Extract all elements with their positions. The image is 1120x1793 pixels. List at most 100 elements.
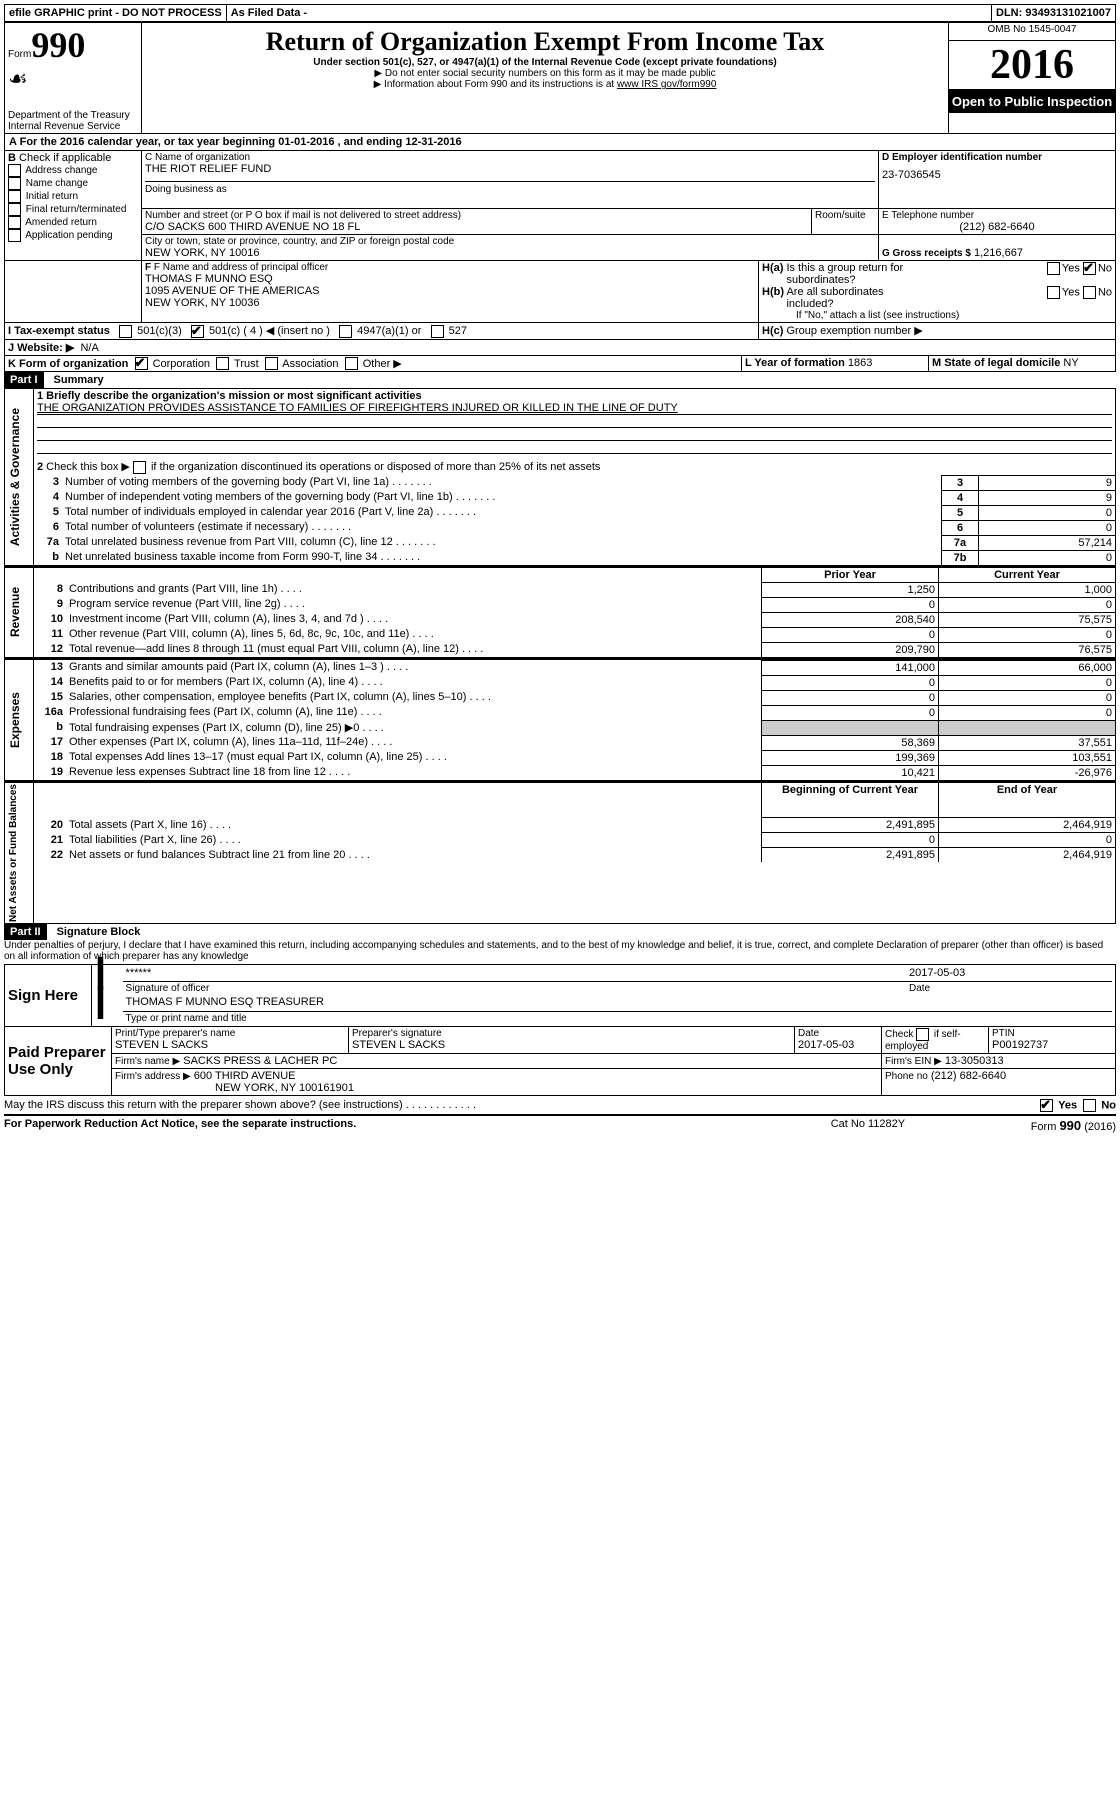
asfiled-label: As Filed Data - [227,5,992,21]
table-row: 6 Total number of volunteers (estimate i… [34,520,1115,535]
col-curr: Current Year [939,566,1116,582]
street: C/O SACKS 600 THIRD AVENUE NO 18 FL [145,221,808,233]
prep-name-lbl: Print/Type preparer's name [115,1028,345,1039]
form-number: 990 [31,25,85,65]
D-lbl: D Employer identification number [882,152,1112,163]
H-note: If "No," attach a list (see instructions… [762,310,1112,321]
KLM-row: K Form of organization Corporation Trust… [4,356,1116,373]
b-check[interactable] [8,190,21,203]
Ha: H(a) Is this a group return for subordin… [762,262,1047,286]
Hb: H(b) Are all subordinates included? [762,286,1047,310]
i-4947[interactable] [339,325,352,338]
table-row: 8 Contributions and grants (Part VIII, l… [34,582,1115,597]
prep-sig-lbl: Preparer's signature [352,1028,791,1039]
hb-no[interactable] [1083,286,1096,299]
F-lbl: F Name and address of principal officer [154,262,328,273]
form-sub2: ▶ Do not enter social security numbers o… [152,68,938,79]
state-domicile: NY [1063,357,1078,369]
table-row: 12 Total revenue—add lines 8 through 11 … [34,642,1115,657]
year-formation: 1863 [848,357,872,369]
form-header: Form990 ☙ Department of the Treasury Int… [4,22,1116,134]
table-row: 21 Total liabilities (Part X, line 26) .… [34,833,1115,848]
sign-date: 2017-05-03 [906,966,1112,982]
check-option: Initial return [8,190,138,203]
ptin: P00192737 [992,1039,1112,1051]
line2-check[interactable] [133,461,146,474]
self-emp-check[interactable] [916,1028,929,1041]
website: N/A [80,342,98,354]
paid-preparer: Paid Preparer Use Only Print/Type prepar… [4,1027,1116,1096]
table-row: 18 Total expenses Add lines 13–17 (must … [34,750,1115,765]
form-word: Form [8,49,31,60]
ha-no[interactable] [1083,262,1096,275]
irs-link[interactable]: www IRS gov/form990 [617,79,716,90]
hb-yes[interactable] [1047,286,1060,299]
G-lbl: G Gross receipts $ [882,248,971,259]
table-row: 22 Net assets or fund balances Subtract … [34,848,1115,863]
dept1: Department of the Treasury [8,110,138,121]
form-title: Return of Organization Exempt From Incom… [152,27,938,57]
side-exp: Expenses [8,692,22,748]
dba-lbl: Doing business as [145,181,875,195]
table-row: 10 Investment income (Part VIII, column … [34,612,1115,627]
top-bar: efile GRAPHIC print - DO NOT PROCESS As … [4,4,1116,22]
phone: (212) 682-6640 [882,221,1112,233]
room-lbl: Room/suite [812,209,879,235]
M-lbl: M State of legal domicile [932,357,1060,369]
table-row: 11 Other revenue (Part VIII, column (A),… [34,627,1115,642]
table-row: 3 Number of voting members of the govern… [34,475,1115,490]
ptin-lbl: PTIN [992,1028,1112,1039]
col-beg: Beginning of Current Year [762,781,939,817]
i-527[interactable] [431,325,444,338]
k-assoc[interactable] [265,357,278,370]
partI-header: Part I Summary [4,372,1116,388]
b-check[interactable] [8,177,21,190]
discuss-yes[interactable] [1040,1099,1053,1112]
discuss-no[interactable] [1083,1099,1096,1112]
check-option: Address change [8,164,138,177]
sign-block: Sign Here ▎ ****** 2017-05-03 Signature … [4,964,1116,1027]
i-501c3[interactable] [119,325,132,338]
b-check[interactable] [8,216,21,229]
dept2: Internal Revenue Service [8,121,138,132]
k-corp[interactable] [135,357,148,370]
efile-label: efile GRAPHIC print - DO NOT PROCESS [5,5,227,21]
table-row: 16a Professional fundraising fees (Part … [34,705,1115,720]
form-sub1: Under section 501(c), 527, or 4947(a)(1)… [152,57,938,68]
summary-table: Activities & Governance 1 Briefly descri… [4,388,1116,924]
firm-phone: (212) 682-6640 [931,1070,1006,1082]
ha-yes[interactable] [1047,262,1060,275]
firm-ein-lbl: Firm's EIN ▶ [885,1056,942,1067]
table-row: b Net unrelated business taxable income … [34,550,1115,565]
b-check[interactable] [8,229,21,242]
entity-block: B Check if applicable Address change Nam… [4,151,1116,261]
check-option: Name change [8,177,138,190]
paperwork: For Paperwork Reduction Act Notice, see … [4,1118,831,1133]
officer-name: THOMAS F MUNNO ESQ [145,273,755,285]
K-lbl: K Form of organization [8,358,128,370]
side-gov: Activities & Governance [8,408,22,546]
k-other[interactable] [345,357,358,370]
org-name: THE RIOT RELIEF FUND [145,163,875,175]
col-end: End of Year [939,781,1116,817]
firm-ein: 13-3050313 [945,1055,1004,1067]
side-net: Net Assets or Fund Balances [8,784,19,922]
prep-date: 2017-05-03 [798,1039,878,1051]
b-check[interactable] [8,164,21,177]
cat-no: Cat No 11282Y [831,1118,1031,1133]
i-501c[interactable] [191,325,204,338]
officer-block: F F Name and address of principal office… [4,261,1116,356]
L-lbl: L Year of formation [745,357,845,369]
k-trust[interactable] [216,357,229,370]
name-title-lbl: Type or print name and title [123,1011,1112,1025]
table-row: 9 Program service revenue (Part VIII, li… [34,597,1115,612]
table-row: 15 Salaries, other compensation, employe… [34,690,1115,705]
firm-addr1: 600 THIRD AVENUE [194,1070,296,1082]
table-row: 5 Total number of individuals employed i… [34,505,1115,520]
C-name-lbl: C Name of organization [145,152,875,163]
paid-side: Paid Preparer Use Only [5,1027,112,1096]
prep-name: STEVEN L SACKS [115,1039,345,1051]
discuss-row: May the IRS discuss this return with the… [4,1096,1116,1116]
partII-header: Part II Signature Block [4,924,1116,940]
b-check[interactable] [8,203,21,216]
